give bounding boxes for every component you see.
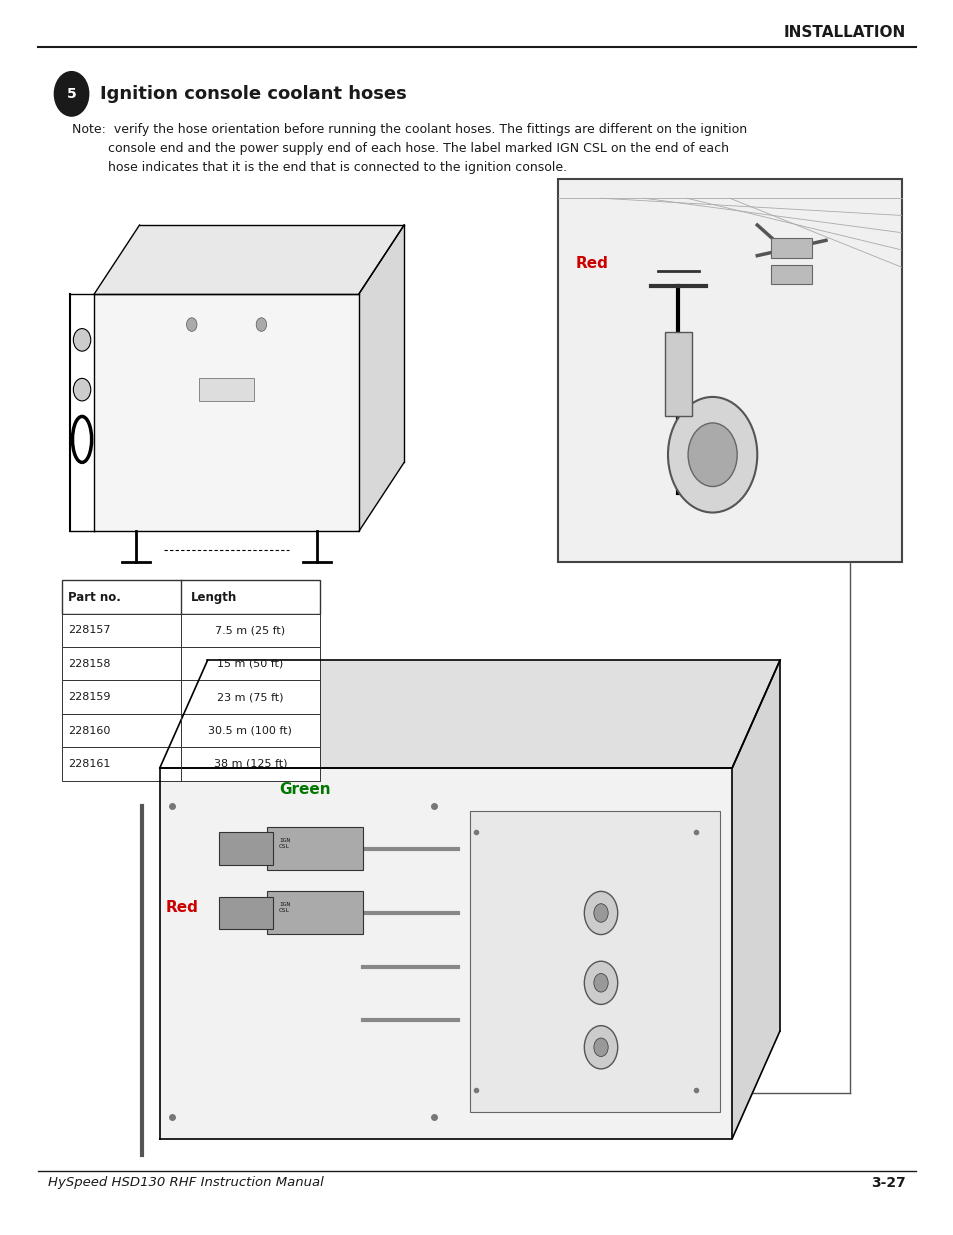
Polygon shape	[159, 768, 732, 1139]
Bar	[62, 714, 319, 747]
Bar	[62, 680, 319, 714]
Text: 38 m (125 ft): 38 m (125 ft)	[213, 758, 287, 769]
Polygon shape	[94, 225, 404, 294]
Circle shape	[687, 422, 737, 487]
Bar	[770, 238, 811, 258]
Text: Part no.: Part no.	[68, 590, 120, 604]
Text: 23 m (75 ft): 23 m (75 ft)	[217, 692, 283, 703]
Bar	[198, 378, 254, 401]
Text: console end and the power supply end of each hose. The label marked IGN CSL on t: console end and the power supply end of …	[71, 142, 728, 156]
Polygon shape	[732, 661, 780, 1139]
Text: HySpeed HSD130 RHF Instruction Manual: HySpeed HSD130 RHF Instruction Manual	[48, 1176, 323, 1189]
Bar	[664, 332, 691, 416]
Bar	[469, 811, 720, 1112]
Text: 228161: 228161	[68, 758, 110, 769]
Polygon shape	[159, 661, 780, 768]
Bar	[770, 266, 811, 284]
Circle shape	[593, 1037, 608, 1056]
Circle shape	[256, 317, 266, 331]
Text: 5: 5	[67, 86, 76, 101]
Text: Ignition console coolant hoses: Ignition console coolant hoses	[100, 85, 407, 103]
Polygon shape	[94, 294, 358, 531]
Text: Red: Red	[575, 256, 607, 270]
Bar	[267, 892, 362, 935]
Text: Length: Length	[191, 590, 236, 604]
Bar	[62, 747, 319, 781]
Bar	[219, 832, 273, 864]
Text: Red: Red	[166, 900, 198, 915]
Text: IGN
CSL: IGN CSL	[279, 837, 290, 848]
Circle shape	[593, 904, 608, 923]
Bar	[62, 580, 319, 614]
Circle shape	[73, 329, 91, 351]
Circle shape	[583, 961, 618, 1004]
Bar	[558, 179, 901, 562]
Text: Green: Green	[278, 782, 331, 797]
Bar	[62, 614, 319, 647]
Circle shape	[593, 973, 608, 992]
Text: 228160: 228160	[68, 725, 110, 736]
Text: INSTALLATION: INSTALLATION	[783, 25, 905, 40]
Circle shape	[583, 1025, 618, 1068]
Circle shape	[583, 892, 618, 935]
Text: hose indicates that it is the end that is connected to the ignition console.: hose indicates that it is the end that i…	[71, 161, 566, 174]
Text: 228157: 228157	[68, 625, 111, 636]
Bar	[62, 647, 319, 680]
Text: 7.5 m (25 ft): 7.5 m (25 ft)	[215, 625, 285, 636]
Circle shape	[54, 72, 89, 116]
Text: 15 m (50 ft): 15 m (50 ft)	[217, 658, 283, 669]
Text: 30.5 m (100 ft): 30.5 m (100 ft)	[209, 725, 292, 736]
Text: 228159: 228159	[68, 692, 111, 703]
Text: 228158: 228158	[68, 658, 111, 669]
Circle shape	[187, 317, 196, 331]
Text: 3-27: 3-27	[871, 1176, 905, 1189]
Polygon shape	[358, 225, 404, 531]
Bar	[219, 897, 273, 929]
Text: Note:  verify the hose orientation before running the coolant hoses. The fitting: Note: verify the hose orientation before…	[71, 124, 746, 137]
Text: IGN
CSL: IGN CSL	[279, 903, 290, 913]
Circle shape	[73, 378, 91, 401]
Circle shape	[667, 396, 757, 513]
Bar	[267, 827, 362, 869]
